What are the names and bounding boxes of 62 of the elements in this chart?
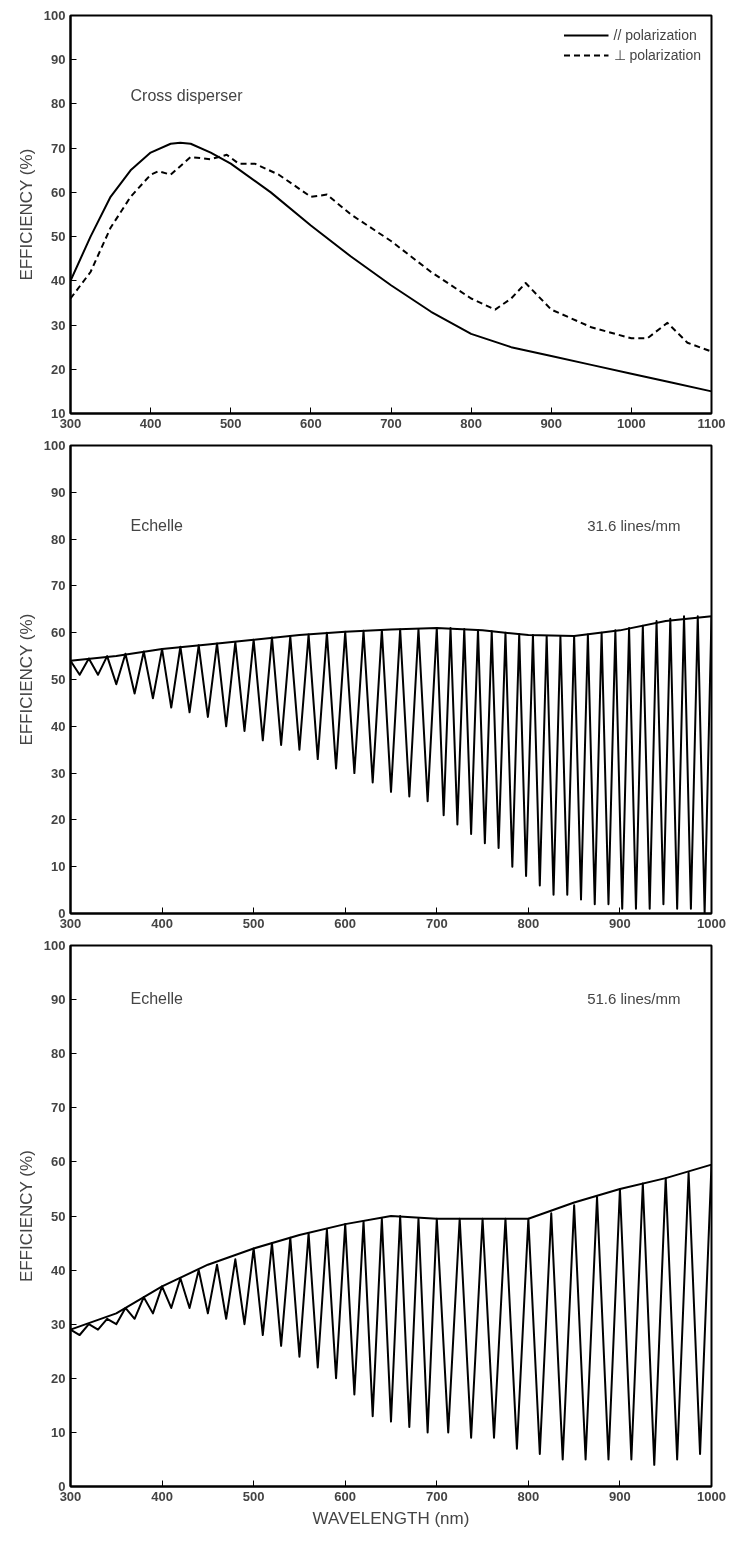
y-tick-label: 80 bbox=[51, 96, 66, 112]
text: Echelle bbox=[130, 516, 184, 534]
x-tick-label: 1000 bbox=[697, 1488, 726, 1504]
y-tick-label: 70 bbox=[51, 1100, 66, 1116]
y-tick-label: 60 bbox=[51, 1154, 66, 1170]
y-tick-label: 50 bbox=[51, 672, 66, 687]
y-axis-title: EFFICIENCY (%) bbox=[16, 613, 36, 746]
x-tick-label: 400 bbox=[151, 1488, 173, 1504]
x-tick-label: 500 bbox=[242, 915, 265, 931]
y-tick-label: 70 bbox=[51, 578, 66, 594]
y-tick-label: 30 bbox=[51, 1316, 66, 1332]
x-axis-title: WAVELENGTH (nm) bbox=[312, 1508, 470, 1528]
y-tick-label: 70 bbox=[51, 140, 66, 156]
x-tick-label: 700 bbox=[380, 415, 402, 431]
y-tick-label: 80 bbox=[51, 531, 66, 547]
y-tick-label: 20 bbox=[51, 361, 66, 377]
x-tick-label: 1100 bbox=[697, 415, 726, 431]
x-tick-label: 500 bbox=[219, 415, 242, 431]
legend-label: ⊥ polarization bbox=[613, 47, 701, 63]
y-tick-label: 60 bbox=[51, 184, 66, 200]
annotation: 51.6 lines/mm bbox=[587, 989, 681, 1007]
y-tick-label: 60 bbox=[51, 625, 66, 641]
y-axis-title: EFFICIENCY (%) bbox=[16, 148, 36, 281]
x-tick-label: 400 bbox=[151, 915, 173, 931]
text: Echelle bbox=[130, 989, 184, 1007]
x-tick-label: 600 bbox=[334, 915, 357, 931]
x-tick-label: 800 bbox=[517, 1488, 540, 1504]
y-tick-label: 90 bbox=[51, 52, 66, 68]
y-tick-label: 20 bbox=[51, 1370, 66, 1386]
y-tick-label: 90 bbox=[51, 992, 66, 1008]
x-tick-label: 800 bbox=[517, 915, 540, 931]
x-tick-label: 400 bbox=[139, 415, 162, 431]
y-tick-label: 80 bbox=[51, 1046, 66, 1062]
y-tick-label: 100 bbox=[43, 8, 66, 23]
x-tick-label: 1000 bbox=[616, 415, 646, 431]
annotation: 31.6 lines/mm bbox=[587, 516, 681, 534]
y-tick-label: 30 bbox=[51, 317, 66, 333]
text: Cross disperser bbox=[130, 86, 244, 104]
y-tick-label: 30 bbox=[51, 765, 66, 781]
y-tick-label: 100 bbox=[43, 938, 66, 953]
x-tick-label: 500 bbox=[242, 1488, 265, 1504]
y-tick-label: 100 bbox=[43, 438, 66, 453]
x-tick-label: 800 bbox=[460, 415, 482, 431]
x-tick-label: 1000 bbox=[697, 915, 726, 931]
y-tick-label: 10 bbox=[51, 859, 66, 875]
y-tick-label: 90 bbox=[51, 484, 66, 500]
y-tick-label: 50 bbox=[51, 229, 66, 245]
x-tick-label: 900 bbox=[609, 915, 631, 931]
x-tick-label: 600 bbox=[334, 1488, 357, 1504]
y-tick-label: 10 bbox=[51, 1424, 66, 1440]
legend-label: // polarization bbox=[613, 27, 697, 43]
x-tick-label: 900 bbox=[609, 1488, 631, 1504]
y-tick-label: 40 bbox=[51, 718, 66, 734]
y-axis-title: EFFICIENCY (%) bbox=[16, 1150, 36, 1283]
x-tick-label: 700 bbox=[425, 915, 448, 931]
y-tick-label: 50 bbox=[51, 1208, 66, 1224]
y-tick-label: 40 bbox=[51, 1262, 66, 1278]
y-tick-label: 40 bbox=[51, 273, 66, 289]
x-tick-label: 700 bbox=[425, 1488, 448, 1504]
x-tick-label: 600 bbox=[300, 415, 322, 431]
x-tick-label: 900 bbox=[540, 415, 563, 431]
y-tick-label: 20 bbox=[51, 812, 66, 828]
